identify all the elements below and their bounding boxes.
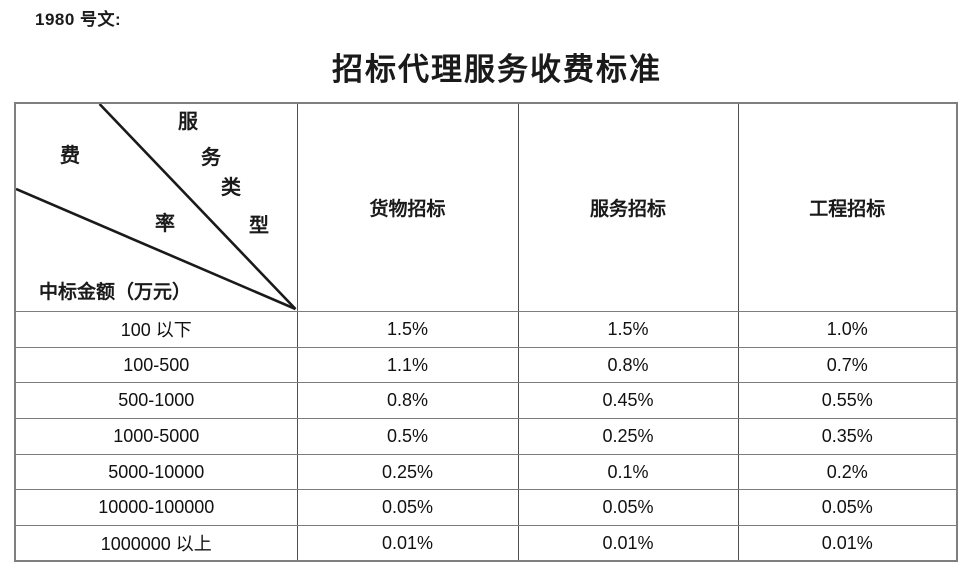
column-header-service: 服务招标 — [517, 102, 739, 312]
corner-label-service-type-char: 务 — [201, 147, 221, 169]
fee-rate-cell: 0.35% — [737, 418, 958, 455]
fee-rate-cell: 0.45% — [517, 382, 739, 420]
table-row: 1000-5000 0.5% 0.25% 0.35% — [14, 418, 958, 455]
table-row: 100 以下 1.5% 1.5% 1.0% — [14, 311, 958, 348]
amount-range-cell: 100-500 — [14, 346, 298, 384]
corner-label-fee-rate-char: 率 — [155, 213, 175, 235]
amount-range-cell: 500-1000 — [14, 382, 298, 420]
fee-table: 服 务 类 型 费 率 中标金额（万元） 货物招标 服务招标 工程招标 100 … — [14, 102, 958, 563]
fee-rate-cell: 0.5% — [296, 418, 519, 455]
table-row: 100-500 1.1% 0.8% 0.7% — [14, 346, 958, 384]
fee-rate-cell: 1.5% — [296, 311, 519, 348]
fee-rate-cell: 0.01% — [737, 525, 958, 562]
fee-rate-cell: 0.01% — [517, 525, 739, 562]
page-title: 招标代理服务收费标准 — [332, 52, 662, 87]
fee-rate-cell: 0.7% — [737, 346, 958, 384]
corner-label-service-type-char: 类 — [221, 177, 241, 199]
corner-label-service-type-char: 型 — [249, 215, 269, 237]
table-corner-cell: 服 务 类 型 费 率 中标金额（万元） — [14, 102, 298, 312]
column-header-goods: 货物招标 — [296, 102, 519, 312]
table-row: 1000000 以上 0.01% 0.01% 0.01% — [14, 525, 958, 562]
diagonal-divider-lines — [16, 104, 297, 311]
fee-rate-cell: 0.2% — [737, 453, 958, 491]
corner-label-service-type-char: 服 — [178, 111, 198, 133]
fee-rate-cell: 0.05% — [517, 489, 739, 527]
corner-diagonal-area: 服 务 类 型 费 率 中标金额（万元） — [16, 104, 297, 311]
amount-range-cell: 5000-10000 — [14, 453, 298, 491]
table-row: 5000-10000 0.25% 0.1% 0.2% — [14, 453, 958, 491]
fee-rate-cell: 0.05% — [737, 489, 958, 527]
fee-rate-cell: 1.5% — [517, 311, 739, 348]
fee-rate-cell: 0.25% — [296, 453, 519, 491]
amount-range-cell: 1000000 以上 — [14, 525, 298, 562]
fee-rate-cell: 1.0% — [737, 311, 958, 348]
column-header-engineering: 工程招标 — [737, 102, 958, 312]
table-row: 10000-100000 0.05% 0.05% 0.05% — [14, 489, 958, 527]
amount-range-cell: 1000-5000 — [14, 418, 298, 455]
fee-rate-cell: 0.1% — [517, 453, 739, 491]
amount-range-cell: 10000-100000 — [14, 489, 298, 527]
fee-rate-cell: 1.1% — [296, 346, 519, 384]
fee-rate-cell: 0.8% — [517, 346, 739, 384]
amount-range-cell: 100 以下 — [14, 311, 298, 348]
fee-rate-cell: 0.8% — [296, 382, 519, 420]
table-header-row: 服 务 类 型 费 率 中标金额（万元） 货物招标 服务招标 工程招标 — [14, 102, 958, 312]
table-row: 500-1000 0.8% 0.45% 0.55% — [14, 382, 958, 420]
corner-label-fee-rate-char: 费 — [60, 145, 80, 167]
corner-label-bid-amount: 中标金额（万元） — [39, 282, 192, 303]
fee-rate-cell: 0.25% — [517, 418, 739, 455]
doc-number-label: 1980 号文: — [35, 10, 122, 29]
fee-rate-cell: 0.01% — [296, 525, 519, 562]
fee-rate-cell: 0.55% — [737, 382, 958, 420]
fee-rate-cell: 0.05% — [296, 489, 519, 527]
